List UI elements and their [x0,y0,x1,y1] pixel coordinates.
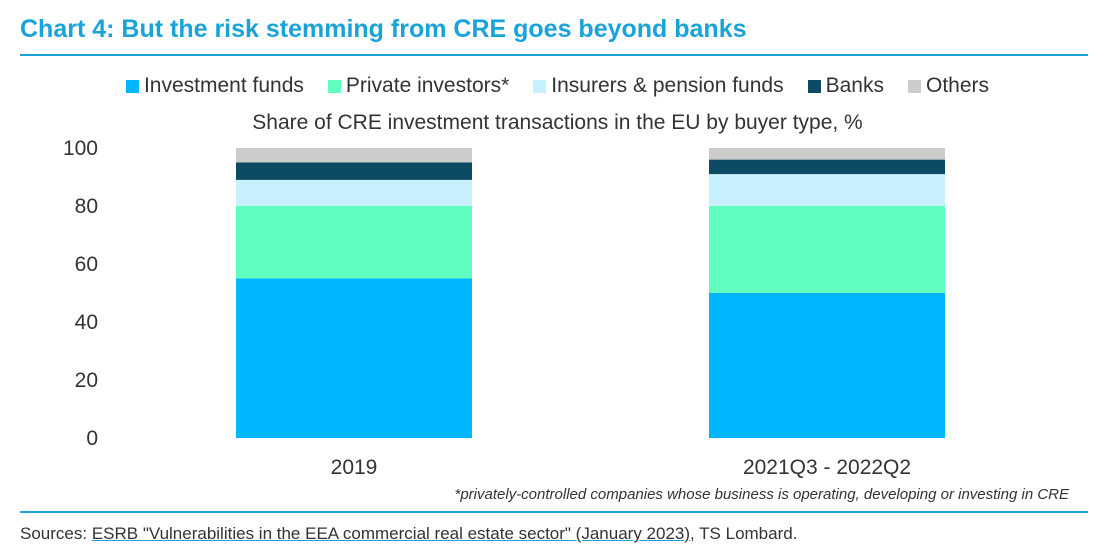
sources-suffix: , TS Lombard. [690,524,798,543]
sources-line: Sources: ESRB "Vulnerabilities in the EE… [20,524,797,544]
legend-label: Others [925,74,990,97]
legend-item-private-investors: Private investors* [327,74,510,98]
chart-subtitle: Share of CRE investment transactions in … [252,111,863,134]
legend-label: Banks [825,74,884,97]
legend-swatch [327,79,341,93]
x-tick-label: 2019 [331,456,378,479]
legend-item-investment-funds: Investment funds [125,74,304,98]
legend-item-banks: Banks [807,74,884,98]
legend-item-others: Others [907,74,990,98]
legend-item-insurers-pension-funds: Insurers & pension funds [533,74,784,98]
title-divider [20,54,1088,56]
bar-segment-banks-0 [236,162,472,180]
legend-swatch [125,79,139,93]
bar-segment-others-0 [236,148,472,163]
footer-divider [20,511,1088,513]
sources-prefix: Sources: [20,524,92,543]
legend: Investment funds Private investors* Insu… [0,74,1115,98]
y-tick-label: 20 [75,369,98,392]
y-tick-label: 40 [75,311,98,334]
bar-segment-others-1 [709,148,945,160]
legend-label: Private investors* [345,74,510,97]
bar-segment-insurers-pension-funds-1 [709,174,945,206]
legend-swatch [807,79,821,93]
y-tick-label: 60 [75,253,98,276]
y-tick-label: 80 [75,195,98,218]
footnote: *privately-controlled companies whose bu… [454,486,1070,503]
legend-swatch [533,79,547,93]
y-tick-label: 100 [63,137,98,160]
legend-label: Insurers & pension funds [551,74,784,97]
legend-swatch [907,79,921,93]
sources-link[interactable]: ESRB "Vulnerabilities in the EEA commerc… [91,524,691,543]
bar-segment-investment-funds-0 [236,278,472,438]
chart-title: Chart 4: But the risk stemming from CRE … [20,15,747,43]
bar-segment-insurers-pension-funds-0 [236,179,472,206]
bar-segment-private-investors-0 [236,206,472,279]
y-tick-label: 0 [86,427,98,450]
legend-label: Investment funds [143,74,304,97]
bar-segment-banks-1 [709,159,945,175]
x-tick-label: 2021Q3 - 2022Q2 [743,456,911,479]
bar-segment-private-investors-1 [709,206,945,293]
bar-segment-investment-funds-1 [709,293,945,438]
